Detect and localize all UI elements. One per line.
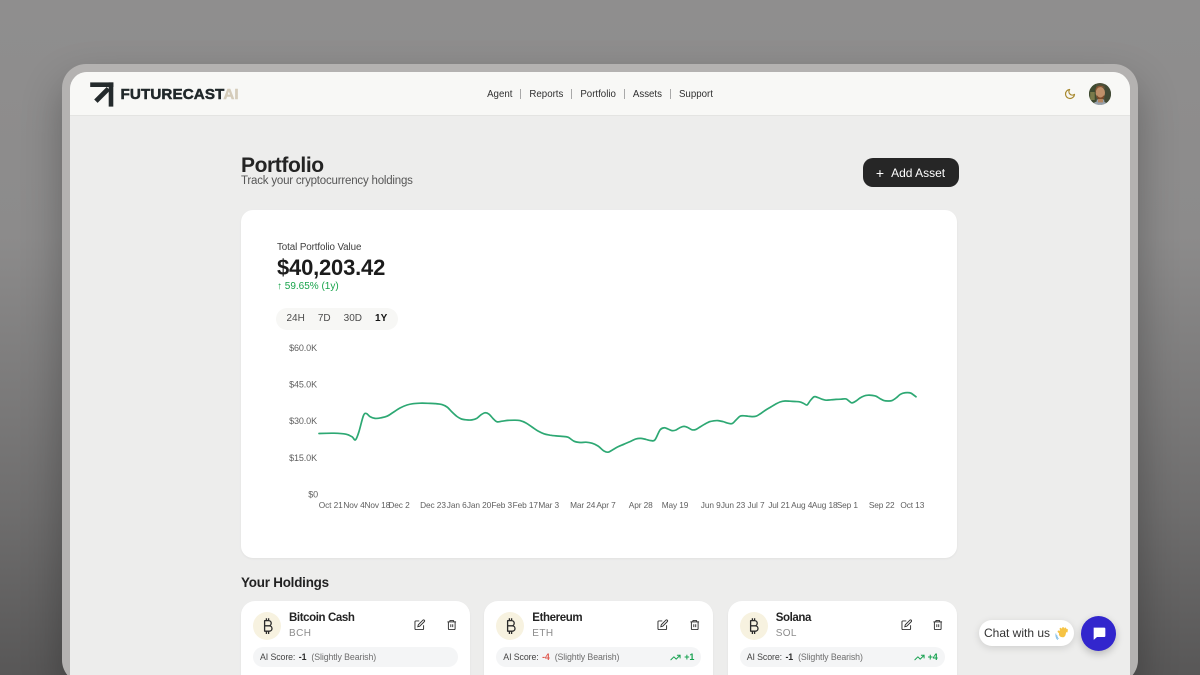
svg-text:$15.0K: $15.0K bbox=[289, 453, 317, 463]
svg-text:Aug 18: Aug 18 bbox=[812, 500, 838, 510]
svg-text:$0: $0 bbox=[308, 489, 318, 499]
svg-text:Mar 24: Mar 24 bbox=[570, 500, 596, 510]
svg-text:$60.0K: $60.0K bbox=[289, 343, 317, 353]
svg-text:$30.0K: $30.0K bbox=[289, 416, 317, 426]
svg-text:Feb 3: Feb 3 bbox=[491, 500, 512, 510]
svg-text:Feb 17: Feb 17 bbox=[513, 500, 539, 510]
svg-text:Apr 7: Apr 7 bbox=[596, 500, 616, 510]
svg-text:Sep 22: Sep 22 bbox=[869, 500, 895, 510]
svg-text:Jul 7: Jul 7 bbox=[747, 500, 765, 510]
svg-text:Jun 9: Jun 9 bbox=[701, 500, 721, 510]
svg-text:Apr 28: Apr 28 bbox=[629, 500, 653, 510]
svg-text:Jan 20: Jan 20 bbox=[467, 500, 492, 510]
svg-text:$45.0K: $45.0K bbox=[289, 380, 317, 390]
svg-text:Aug 4: Aug 4 bbox=[791, 500, 813, 510]
svg-text:Sep 1: Sep 1 bbox=[837, 500, 859, 510]
svg-text:Nov 18: Nov 18 bbox=[364, 500, 390, 510]
svg-text:Jan 6: Jan 6 bbox=[447, 500, 467, 510]
svg-text:Jul 21: Jul 21 bbox=[768, 500, 790, 510]
svg-text:Nov 4: Nov 4 bbox=[343, 500, 365, 510]
svg-text:Jun 23: Jun 23 bbox=[721, 500, 746, 510]
svg-text:Dec 23: Dec 23 bbox=[420, 500, 446, 510]
svg-text:Oct 13: Oct 13 bbox=[900, 500, 924, 510]
svg-text:May 19: May 19 bbox=[662, 500, 689, 510]
svg-text:Mar 3: Mar 3 bbox=[538, 500, 559, 510]
svg-text:Oct 21: Oct 21 bbox=[319, 500, 343, 510]
svg-text:Dec 2: Dec 2 bbox=[388, 500, 410, 510]
